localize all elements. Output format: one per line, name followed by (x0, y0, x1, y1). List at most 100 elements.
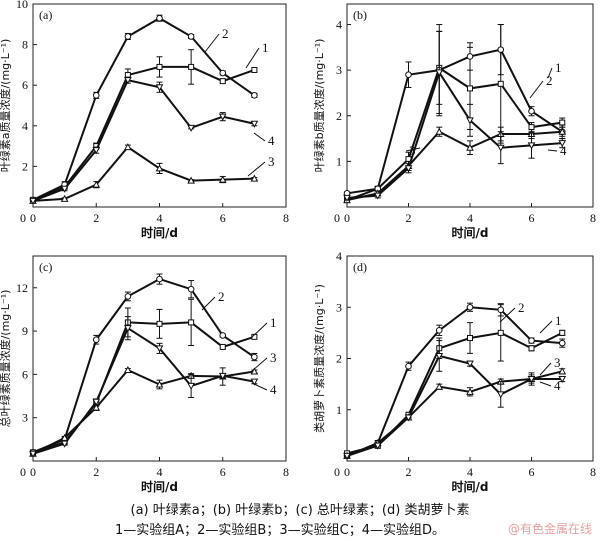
y-tick-label: 1 (336, 154, 342, 168)
y-tick-label: 4 (22, 119, 28, 133)
y-tick-label: 3 (22, 411, 28, 425)
series-label: 3 (554, 355, 561, 370)
x-tick-label: 2 (93, 211, 99, 225)
series-label-leader (539, 381, 552, 387)
series-label-leader (251, 357, 268, 372)
series-line (32, 368, 255, 455)
x-tick-label: 6 (220, 465, 226, 479)
x-tick-label: 4 (157, 211, 163, 225)
x-axis-label: 时间/d (141, 225, 178, 240)
series-label: 1 (262, 40, 269, 55)
series-2: 2 (343, 24, 566, 197)
data-point (188, 319, 195, 326)
data-point (527, 376, 536, 384)
y-tick-label: 2 (22, 159, 28, 173)
data-point (60, 433, 69, 441)
data-point (343, 452, 351, 460)
series-label-leader (405, 147, 421, 152)
series-4: 4 (343, 340, 567, 460)
data-point (528, 124, 535, 131)
series-line (346, 66, 563, 202)
series-line (32, 326, 255, 455)
data-point (218, 113, 227, 121)
x-tick-label: 4 (467, 211, 473, 225)
data-point (92, 180, 101, 188)
y-tick-label: 3 (336, 300, 342, 314)
data-point (187, 124, 195, 132)
x-tick-label: 8 (283, 465, 289, 479)
data-point (405, 71, 412, 79)
series-2: 2 (29, 273, 258, 456)
series-line (346, 370, 563, 457)
data-point (155, 84, 164, 92)
data-point (219, 69, 227, 77)
series-label-leader (253, 132, 266, 142)
data-point (343, 194, 351, 202)
data-point (218, 175, 227, 183)
data-point (435, 127, 444, 135)
panel-d: 0 2 4 6 8 1 2 3 4 0 时间/d 类胡萝卜素质量浓度/(mg·L⁻¹) (d) 1 2 3 4 (312, 249, 596, 494)
y-axis-label: 总叶绿素质量浓度/(mg·L⁻¹) (0, 290, 12, 428)
data-point (187, 176, 195, 184)
series-line (346, 354, 563, 457)
data-point (435, 382, 444, 390)
data-point (124, 77, 132, 85)
data-point (250, 120, 259, 128)
data-point (558, 367, 567, 375)
x-tick-label: 2 (406, 211, 412, 225)
data-point (559, 329, 566, 336)
data-point (124, 366, 132, 374)
y-tick-label: 6 (22, 78, 28, 92)
data-point (250, 174, 259, 182)
origin-label: 0 (20, 465, 26, 479)
series-label: 2 (518, 300, 525, 315)
caption-panels: (a) 叶绿素a；(b) 叶绿素b；(c) 总叶绿素；(d) 类胡萝卜素 (130, 503, 470, 518)
series-line (32, 65, 255, 201)
y-tick-label: 6 (22, 367, 28, 381)
chart-grid: 0 2 4 6 82468100时间/d叶绿素a质量浓度/(mg·L⁻¹)(a)1234… (0, 0, 596, 494)
series-label: 3 (268, 154, 275, 169)
data-point (124, 33, 132, 40)
series-4: 4 (29, 316, 277, 458)
series-line (32, 278, 255, 454)
data-point (29, 450, 37, 458)
x-tick-label: 8 (590, 465, 596, 479)
data-point (466, 387, 474, 395)
y-tick-label: 2 (336, 109, 342, 123)
data-point (435, 69, 444, 77)
x-tick-label: 0 (30, 211, 36, 225)
series-3: 3 (29, 350, 277, 457)
plot-frame (32, 3, 287, 208)
caption-series: 1—实验组A；2—实验组B；3—实验组C；4—实验组D。 (115, 523, 445, 538)
y-axis-label: 类胡萝卜素质量浓度/(mg·L⁻¹) (312, 284, 326, 433)
series-label-leader (547, 67, 553, 79)
data-point (497, 80, 504, 87)
x-tick-label: 0 (30, 465, 36, 479)
data-point (219, 343, 226, 350)
data-point (251, 66, 258, 73)
y-tick-label: 9 (22, 324, 28, 338)
x-tick-label: 6 (529, 211, 535, 225)
data-point (558, 339, 566, 347)
x-tick-label: 8 (590, 211, 596, 225)
data-point (60, 194, 69, 202)
x-axis-label: 时间/d (452, 479, 489, 494)
series-line (346, 48, 563, 195)
panel-label: (b) (353, 8, 367, 22)
series-line (32, 78, 255, 202)
data-point (466, 303, 474, 311)
series-label: 3 (270, 350, 277, 365)
y-tick-label: 8 (22, 38, 28, 52)
panel-a: 0 2 4 6 8 2 4 6 8 10 0 时间/d 叶绿素a质量浓度/(mg·L⁻¹) (a) 1 2 3 4 (0, 0, 289, 240)
data-point (373, 192, 382, 200)
data-point (496, 391, 505, 399)
data-point (466, 360, 474, 368)
data-point (467, 85, 473, 92)
panel-label: (c) (39, 260, 52, 274)
x-tick-label: 6 (220, 211, 226, 225)
data-point (251, 353, 258, 361)
data-point (528, 107, 535, 115)
data-point (250, 378, 259, 386)
